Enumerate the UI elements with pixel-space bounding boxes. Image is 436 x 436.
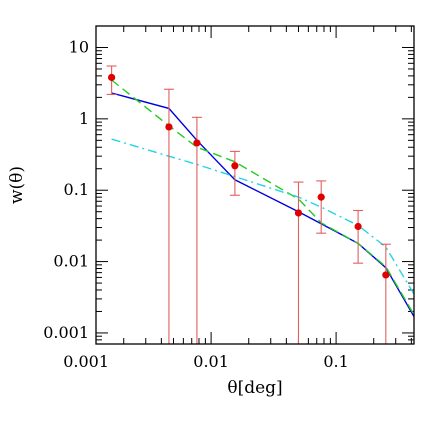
data-point: [317, 193, 325, 201]
y-tick-label: 10: [69, 37, 89, 56]
data-point: [382, 271, 390, 279]
y-tick-label: 0.01: [53, 252, 89, 271]
x-tick-label: 0.001: [63, 352, 109, 371]
x-axis-label: θ[deg]: [227, 378, 282, 398]
data-point: [108, 73, 116, 82]
data-point: [165, 123, 173, 131]
series-line-solid: [111, 92, 414, 317]
data-point: [294, 209, 303, 217]
plot-frame: [95, 25, 415, 345]
x-tick-label: 0.01: [193, 352, 229, 371]
series-line-dashdot: [111, 138, 414, 295]
y-tick-label: 0.1: [64, 180, 89, 199]
axis-ticks: [96, 25, 414, 345]
errorbar-layer: [106, 65, 391, 344]
data-point: [193, 139, 201, 147]
y-tick-label: 1: [79, 109, 89, 128]
data-point: [354, 222, 362, 231]
tick-labels: 0.001 0.01 0.1 0.001 0.01 0.1 1 10: [43, 37, 349, 371]
series-line-dashed: [111, 79, 414, 316]
y-tick-label: 0.001: [43, 323, 89, 342]
series-layer: [111, 79, 414, 317]
data-point: [231, 162, 239, 170]
point-layer: [108, 73, 390, 279]
y-axis-label: w(θ): [7, 166, 27, 204]
x-tick-label: 0.1: [323, 352, 348, 371]
